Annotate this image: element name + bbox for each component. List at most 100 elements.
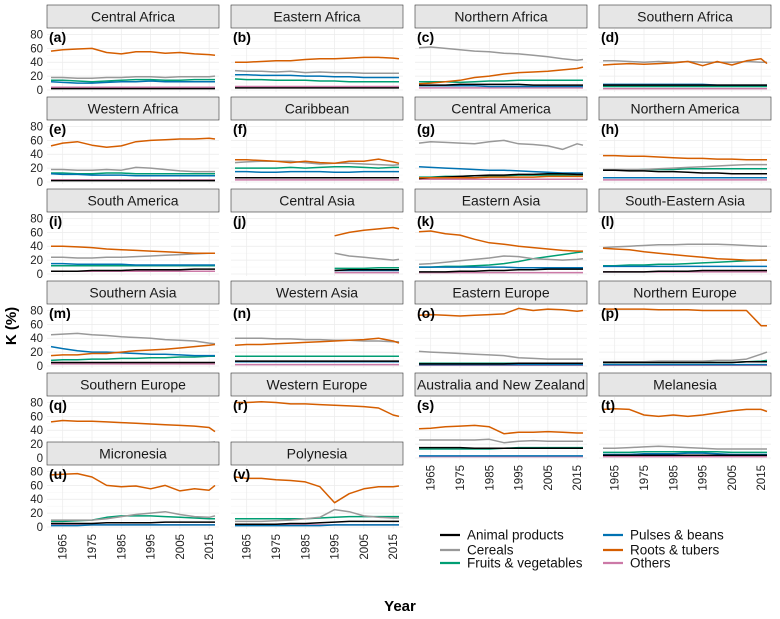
panel-tag: (f) (233, 121, 247, 137)
panel-micronesia: Micronesia 0 20 40 60 80 (u) 1965 1975 1985 1995 20… (30, 441, 220, 560)
series-line-roots-tubers (418, 307, 584, 317)
series-line-cereals (418, 350, 583, 360)
series-line-roots-tubers (603, 154, 767, 161)
x-tick-label: 2015 (756, 465, 768, 491)
x-tick-label: 2005 (543, 465, 555, 491)
x-tick-label: 2005 (727, 465, 739, 491)
panel-southern-asia: Southern Asia 0 20 40 60 80 (m) (30, 280, 220, 373)
panel-title: Southern Africa (637, 9, 733, 25)
panel-central-asia: Central Asia (j) (230, 188, 404, 276)
x-tick-label: 1975 (87, 534, 99, 560)
y-tick-label: 20 (30, 255, 43, 267)
panel-tag: (c) (417, 29, 434, 45)
panel-strip (230, 4, 404, 29)
panel-title: Melanesia (653, 377, 717, 393)
panel-title: Northern Africa (454, 9, 548, 25)
x-tick-label: 2005 (175, 534, 187, 560)
series-line-roots-tubers (51, 245, 215, 254)
x-tick-label: 1985 (116, 534, 128, 560)
panel-tag: (o) (417, 305, 435, 321)
y-tick-label: 80 (30, 466, 43, 478)
panel-strip (46, 96, 220, 121)
y-tick-label: 60 (30, 411, 43, 423)
y-tick-label: 40 (30, 241, 43, 253)
y-tick-label: 60 (30, 227, 43, 239)
x-tick-label: 1965 (58, 534, 70, 560)
panel-tag: (q) (49, 397, 67, 413)
series-line-animal-products (51, 521, 215, 525)
panel-tag: (d) (601, 29, 619, 45)
panel-strip (46, 188, 220, 213)
panel-tag: (h) (601, 121, 619, 137)
series-line-roots-tubers (418, 230, 583, 252)
panel-strip (230, 441, 404, 466)
panel-strip (598, 280, 772, 305)
panel-caribbean: Caribbean (f) (230, 96, 404, 184)
legend-label: Roots & tubers (630, 543, 720, 558)
series-line-cereals (51, 510, 216, 521)
panel-title: Central Africa (91, 9, 175, 25)
panel-western-asia: Western Asia (n) (230, 280, 404, 368)
y-tick-label: 60 (30, 319, 43, 331)
x-tick-label: 1995 (514, 465, 526, 491)
x-tick-label: 1985 (300, 534, 312, 560)
series-line-roots-tubers (334, 226, 400, 237)
y-tick-label: 80 (30, 397, 43, 409)
panel-strip (598, 372, 772, 397)
y-tick-label: 80 (30, 29, 43, 41)
legend-item-others: Others (603, 556, 671, 571)
y-tick-label: 40 (30, 57, 43, 69)
series-line-cereals (51, 166, 215, 173)
legend-item-pulses-beans: Pulses & beans (603, 528, 724, 543)
panel-title: Northern America (631, 101, 740, 117)
series-line-fruits-vegetables (334, 267, 399, 270)
series-line-pulses-beans (419, 85, 583, 88)
series-line-pulses-beans (235, 73, 399, 79)
y-tick-label: 0 (37, 269, 43, 281)
series-line-cereals (418, 255, 584, 266)
series-line-roots-tubers (50, 343, 216, 357)
panel-eastern-asia: Eastern Asia (k) (414, 188, 588, 276)
series-line-animal-products (235, 520, 399, 525)
panel-tag: (s) (417, 397, 434, 413)
series-line-roots-tubers (418, 424, 583, 435)
series-line-animal-products (603, 361, 767, 364)
series-line-cereals (418, 46, 584, 61)
series-line-roots-tubers (418, 66, 584, 85)
panel-tag: (u) (49, 466, 67, 482)
series-line-fruits-vegetables (603, 451, 767, 454)
panel-tag: (t) (601, 397, 615, 413)
panel-tag: (i) (49, 213, 62, 229)
y-tick-label: 0 (37, 85, 43, 97)
panel-strip (46, 372, 220, 397)
panel-strip (598, 96, 772, 121)
y-tick-label: 60 (30, 43, 43, 55)
y-tick-label: 40 (30, 333, 43, 345)
series-line-pulses-beans (50, 172, 215, 177)
legend-label: Animal products (467, 528, 564, 543)
x-tick-label: 1965 (426, 465, 438, 491)
panel-southern-africa: Southern Africa (d) (598, 4, 772, 92)
series-line-fruits-vegetables (603, 259, 767, 267)
series-line-roots-tubers (50, 137, 216, 149)
series-line-roots-tubers (234, 337, 400, 346)
panel-title: Western Asia (276, 285, 358, 301)
y-tick-label: 20 (30, 439, 43, 451)
panel-title: Eastern Europe (452, 285, 549, 301)
panel-south-america: South America 0 20 40 60 80 (i) (30, 188, 220, 281)
series-line-roots-tubers (234, 476, 400, 504)
y-tick-label: 0 (37, 522, 43, 534)
series-line-pulses-beans (603, 452, 767, 456)
panel-western-africa: Western Africa 0 20 40 60 80 (e) (30, 96, 220, 189)
series-line-roots-tubers (602, 407, 768, 418)
y-tick-label: 0 (37, 453, 43, 465)
panel-tag: (g) (417, 121, 435, 137)
panel-tag: (p) (601, 305, 619, 321)
x-tick-label: 1975 (455, 465, 467, 491)
series-line-pulses-beans (419, 266, 583, 269)
panel-strip (414, 96, 588, 121)
panel-strip (414, 280, 588, 305)
panel-title: Western Africa (88, 101, 179, 117)
series-line-fruits-vegetables (235, 165, 399, 169)
